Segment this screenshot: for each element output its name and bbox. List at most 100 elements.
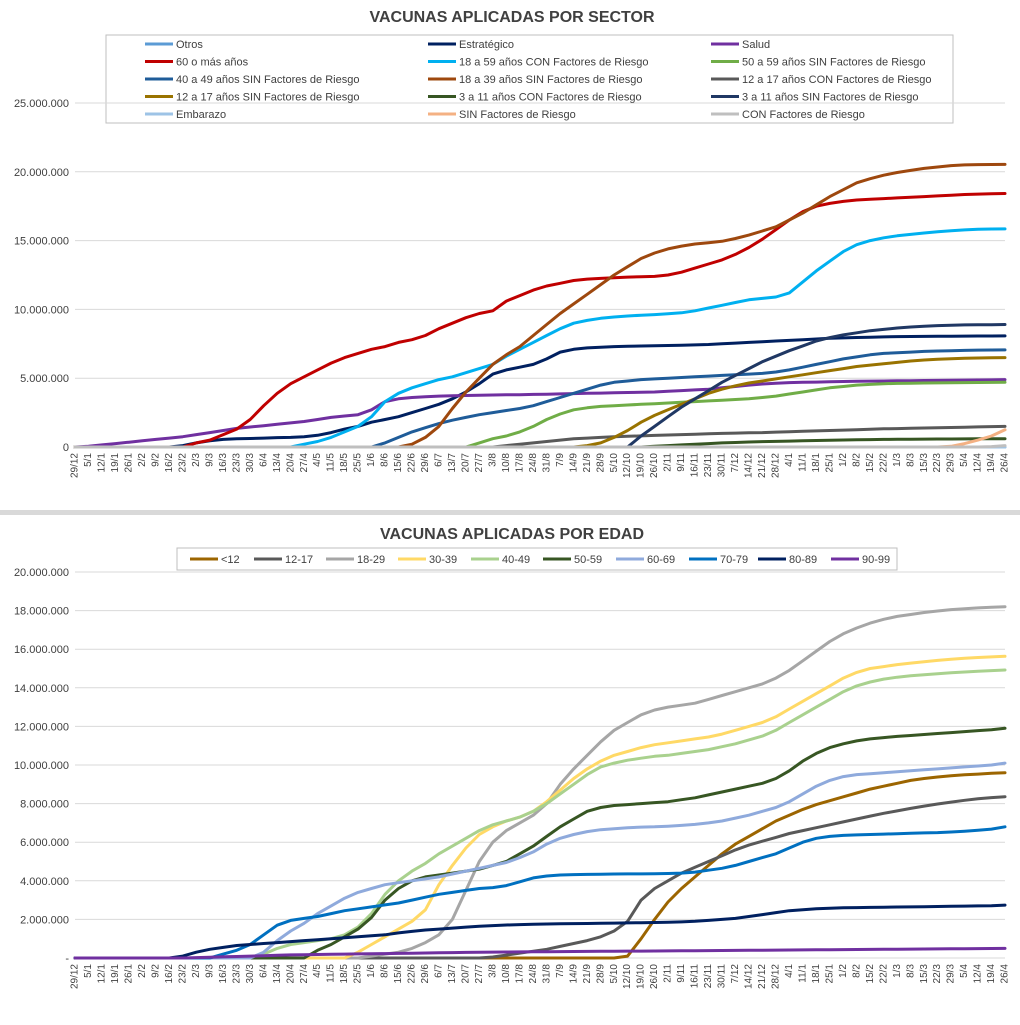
x-tick-label: 4/5 <box>312 964 323 978</box>
series-line <box>73 378 1007 449</box>
x-tick-label: 22/3 <box>932 964 943 984</box>
legend-label: 60 o más años <box>176 57 249 69</box>
x-tick-label: 15/3 <box>919 453 930 473</box>
x-tick-label: 3/8 <box>487 453 498 467</box>
legend-label: 40-49 <box>502 554 530 566</box>
legend-label: 12-17 <box>285 554 313 566</box>
x-tick-label: 7/12 <box>730 964 741 984</box>
series-line <box>73 444 1007 449</box>
legend-label: Otros <box>176 39 203 51</box>
legend-label: 18 a 39 años SIN Factores de Riesgo <box>459 74 642 86</box>
x-tick-label: 2/3 <box>191 964 202 978</box>
x-tick-label: 21/12 <box>757 453 768 478</box>
x-tick-label: 28/12 <box>771 964 782 989</box>
x-tick-label: 13/4 <box>272 964 283 984</box>
x-tick-label: 20/7 <box>461 964 472 984</box>
series-line <box>73 825 1007 960</box>
x-tick-label: 9/11 <box>676 453 687 472</box>
legend-label: 12 a 17 años CON Factores de Riesgo <box>742 74 932 86</box>
x-tick-label: 2/11 <box>663 453 674 472</box>
x-tick-label: 5/10 <box>609 964 620 984</box>
y-tick-label: 0 <box>63 442 69 454</box>
x-tick-label: 31/8 <box>541 964 552 984</box>
x-tick-label: 12/10 <box>622 453 633 478</box>
x-tick-label: 11/5 <box>326 453 337 472</box>
x-tick-label: 26/10 <box>649 964 660 989</box>
legend-label: 40 a 49 años SIN Factores de Riesgo <box>176 74 359 86</box>
x-tick-label: 24/8 <box>528 964 539 984</box>
x-tick-label: 25/5 <box>353 964 364 984</box>
x-tick-label: 16/3 <box>218 964 229 984</box>
x-tick-label: 22/6 <box>407 964 418 984</box>
x-tick-label: 23/11 <box>703 453 714 478</box>
x-tick-label: 26/1 <box>124 964 135 984</box>
x-tick-label: 12/1 <box>97 964 108 984</box>
x-tick-label: 20/4 <box>285 964 296 984</box>
x-tick-label: 22/2 <box>878 964 889 984</box>
x-tick-label: 27/4 <box>299 453 310 473</box>
x-tick-label: 16/11 <box>690 964 701 989</box>
x-tick-label: 21/9 <box>582 964 593 984</box>
x-tick-label: 9/2 <box>151 453 162 467</box>
x-tick-label: 11/5 <box>326 964 337 983</box>
x-tick-label: 18/1 <box>811 964 822 984</box>
x-tick-label: 30/11 <box>717 964 728 989</box>
legend-label: 50-59 <box>574 554 602 566</box>
legend-label: Salud <box>742 39 770 51</box>
x-tick-label: 5/4 <box>959 964 970 978</box>
x-tick-label: 30/3 <box>245 964 256 984</box>
x-tick-label: 11/1 <box>797 964 808 983</box>
legend-box <box>176 547 898 571</box>
x-tick-label: 23/3 <box>231 453 242 473</box>
x-tick-label: 20/7 <box>461 453 472 473</box>
x-tick-label: 16/2 <box>164 964 175 984</box>
x-tick-label: 27/7 <box>474 453 485 473</box>
x-tick-label: 9/3 <box>204 964 215 978</box>
y-tick-label: 10.000.000 <box>14 304 69 316</box>
x-tick-label: 18/5 <box>339 453 350 473</box>
y-tick-label: 4.000.000 <box>20 876 69 888</box>
x-tick-label: 8/2 <box>851 453 862 467</box>
x-tick-label: 12/1 <box>97 453 108 473</box>
x-tick-label: 26/10 <box>649 453 660 478</box>
x-tick-label: 21/12 <box>757 964 768 989</box>
x-tick-label: 23/2 <box>177 964 188 984</box>
x-tick-label: 19/10 <box>636 453 647 478</box>
x-tick-label: 15/2 <box>865 964 876 984</box>
legend-label: SIN Factores de Riesgo <box>459 109 576 121</box>
x-tick-label: 29/6 <box>420 453 431 473</box>
age-chart-panel: VACUNAS APLICADAS POR EDAD - 2.000.000 4.0… <box>0 515 1020 1025</box>
y-tick-label: 18.000.000 <box>14 606 69 618</box>
legend-label: 90-99 <box>862 554 890 566</box>
x-tick-label: 19/4 <box>986 453 997 473</box>
x-tick-label: 19/10 <box>636 964 647 989</box>
x-tick-label: 8/2 <box>851 964 862 978</box>
x-tick-label: 13/7 <box>447 964 458 984</box>
x-tick-label: 2/2 <box>137 964 148 978</box>
legend-label: <12 <box>221 554 240 566</box>
x-tick-label: 21/9 <box>582 453 593 473</box>
x-tick-label: 16/3 <box>218 453 229 473</box>
y-tick-label: 25.000.000 <box>14 98 69 110</box>
y-tick-label: 2.000.000 <box>20 914 69 926</box>
x-tick-label: 15/2 <box>865 453 876 473</box>
x-tick-label: 30/11 <box>717 453 728 478</box>
x-tick-label: 28/12 <box>771 453 782 478</box>
x-tick-label: 27/7 <box>474 964 485 984</box>
legend-label: 18-29 <box>357 554 385 566</box>
x-tick-label: 24/8 <box>528 453 539 473</box>
x-tick-label: 7/9 <box>555 964 566 978</box>
x-tick-label: 5/4 <box>959 453 970 467</box>
x-tick-label: 15/6 <box>393 964 404 984</box>
legend-label: 80-89 <box>789 554 817 566</box>
x-tick-label: 5/1 <box>83 964 94 978</box>
x-tick-label: 19/1 <box>110 453 121 473</box>
x-tick-label: 10/8 <box>501 453 512 473</box>
x-tick-label: 8/3 <box>905 964 916 978</box>
x-tick-label: 11/1 <box>797 453 808 472</box>
x-tick-label: 29/3 <box>946 964 957 984</box>
chart-title: VACUNAS APLICADAS POR EDAD <box>380 526 644 543</box>
x-tick-label: 29/12 <box>70 453 81 478</box>
legend-label: 50 a 59 años SIN Factores de Riesgo <box>742 57 925 69</box>
